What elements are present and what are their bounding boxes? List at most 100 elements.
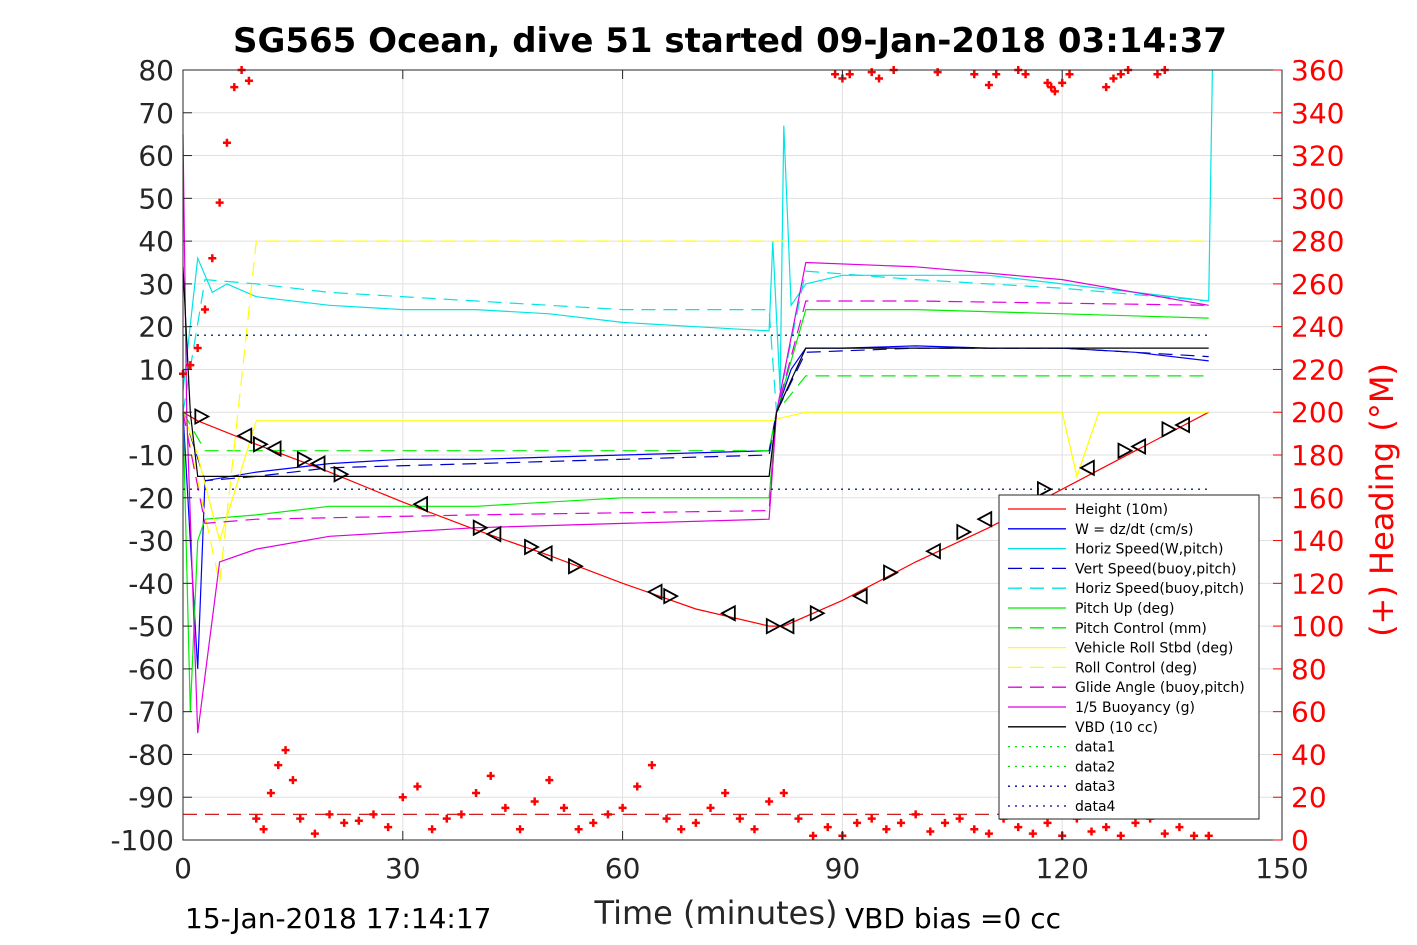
- heading-point: [472, 788, 481, 797]
- x-tick-label: 0: [174, 852, 192, 885]
- heading-point: [259, 825, 268, 834]
- turn-marker: [851, 587, 868, 605]
- y-right-tick-label: 140: [1291, 525, 1344, 558]
- y-right-tick-label: 20: [1291, 781, 1327, 814]
- series-layer: [182, 69, 1213, 815]
- heading-point: [1050, 87, 1059, 96]
- y-left-tick-label: 20: [138, 311, 174, 344]
- x-tick-label: 120: [1035, 852, 1088, 885]
- y-left-tick-label: 0: [156, 396, 174, 429]
- heading-point: [589, 818, 598, 827]
- heading-point: [208, 254, 217, 263]
- turn-marker: [568, 557, 584, 575]
- heading-point: [1116, 70, 1125, 79]
- heading-point: [1087, 827, 1096, 836]
- turn-marker: [309, 455, 326, 473]
- heading-point: [545, 776, 554, 785]
- y-left-tick-label: -80: [128, 738, 174, 771]
- heading-point: [677, 825, 686, 834]
- heading-point: [706, 803, 715, 812]
- heading-point: [845, 70, 854, 79]
- y-left-tick-label: 50: [138, 182, 174, 215]
- y-left-tick-label: -10: [128, 439, 174, 472]
- heading-point: [428, 825, 437, 834]
- y-right-tick-label: 0: [1291, 824, 1309, 857]
- heading-point: [486, 771, 495, 780]
- heading-point: [1131, 818, 1140, 827]
- heading-point: [1204, 831, 1213, 840]
- legend: Height (10m) W = dz/dt (cm/s) Horiz Speed(…: [998, 494, 1260, 820]
- heading-point: [1043, 78, 1052, 87]
- turn-marker: [1117, 442, 1134, 460]
- heading-point: [933, 68, 942, 77]
- y-left-tick-label: -20: [128, 482, 174, 515]
- turn-marker: [765, 617, 782, 635]
- heading-point: [1065, 70, 1074, 79]
- series-vehicle-roll-stbd-deg: [182, 411, 1209, 543]
- heading-point: [1109, 74, 1118, 83]
- y-right-tick-label: 220: [1291, 353, 1344, 386]
- y-right-tick-label: 280: [1291, 225, 1344, 258]
- y-right-tick-label: 120: [1291, 567, 1344, 600]
- turn-marker: [1036, 480, 1053, 498]
- y-right-tick-label: 180: [1291, 439, 1344, 472]
- series-roll-control-deg: [182, 240, 1209, 584]
- heading-point: [691, 818, 700, 827]
- heading-point: [1160, 829, 1169, 838]
- heading-point: [875, 74, 884, 83]
- heading-point: [252, 814, 261, 823]
- y-left-tick-label: 30: [138, 268, 174, 301]
- y-right-tick-label: 60: [1291, 696, 1327, 729]
- turn-marker: [719, 604, 736, 622]
- heading-point: [1043, 818, 1052, 827]
- chart-title: SG565 Ocean, dive 51 started 09-Jan-2018…: [233, 21, 1227, 61]
- heading-point: [823, 823, 832, 832]
- y-right-tick-label: 100: [1291, 610, 1344, 643]
- heading-point: [193, 344, 202, 353]
- y-right-tick-label: 40: [1291, 738, 1327, 771]
- x-axis-label: Time (minutes): [594, 894, 838, 932]
- turn-marker: [472, 519, 489, 537]
- heading-point: [867, 68, 876, 77]
- footer-vbd-bias: VBD bias =0 cc: [845, 902, 1061, 935]
- heading-point: [442, 814, 451, 823]
- turn-marker: [412, 495, 429, 513]
- y-left-tick-label: -40: [128, 567, 174, 600]
- heading-point: [215, 198, 224, 207]
- turn-marker: [1078, 459, 1095, 477]
- legend-entry-label: data4: [1075, 799, 1116, 815]
- heading-point: [1153, 70, 1162, 79]
- series-pitch-control-mm: [182, 375, 1209, 452]
- heading-point: [244, 76, 253, 85]
- heading-point: [992, 70, 1001, 79]
- heading-point: [765, 797, 774, 806]
- legend-entry-label: Horiz Speed(buoy,pitch): [1075, 581, 1244, 597]
- heading-point: [853, 818, 862, 827]
- legend-entry-label: data3: [1075, 779, 1115, 795]
- heading-point: [1175, 823, 1184, 832]
- heading-point: [340, 818, 349, 827]
- x-tick-label: 60: [605, 852, 641, 885]
- turn-marker: [265, 440, 282, 458]
- heading-point: [633, 782, 642, 791]
- heading-point: [457, 810, 466, 819]
- heading-point: [1014, 823, 1023, 832]
- heading-point: [354, 816, 363, 825]
- heading-point: [1102, 83, 1111, 92]
- turn-marker: [925, 542, 941, 560]
- heading-point: [897, 818, 906, 827]
- heading-point: [1102, 823, 1111, 832]
- y-left-tick-label: 10: [138, 353, 174, 386]
- turn-marker: [194, 407, 211, 426]
- heading-point: [296, 814, 305, 823]
- series-vbd-10-cc: [182, 266, 1209, 477]
- series-1-5-buoyancy-g: [182, 134, 1209, 734]
- heading-point: [970, 825, 979, 834]
- turn-marker: [296, 450, 313, 468]
- heading-point: [926, 827, 935, 836]
- heading-point: [384, 823, 393, 832]
- legend-entry-label: Pitch Up (deg): [1075, 601, 1174, 617]
- heading-point: [984, 80, 993, 89]
- turn-marker: [253, 435, 269, 453]
